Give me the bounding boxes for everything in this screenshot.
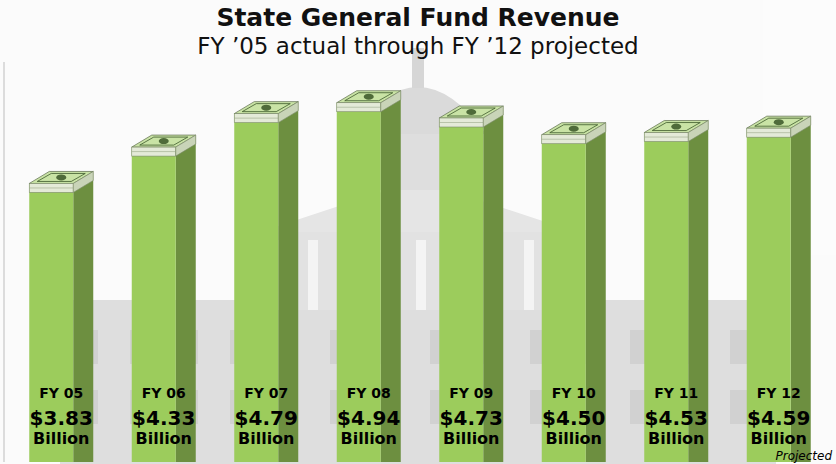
title: State General Fund Revenue [216, 3, 619, 32]
column [524, 240, 534, 310]
data-label-unit: Billion [135, 429, 192, 448]
money-stack-front [132, 147, 176, 156]
category-label: FY 10 [552, 385, 596, 401]
data-label-unit: Billion [33, 429, 90, 448]
money-stack-side [176, 135, 196, 156]
money-stack-line [542, 139, 586, 140]
money-stack-front [747, 128, 791, 137]
chart: State General Fund RevenueFY ’05 actual … [0, 0, 836, 464]
money-stack-side [688, 121, 708, 142]
money-portrait [159, 138, 169, 144]
money-stack-front [29, 183, 73, 192]
category-label: FY 11 [654, 385, 698, 401]
window [730, 390, 748, 424]
money-stack-side [791, 116, 811, 137]
data-label: $3.83Billion [30, 406, 93, 448]
window [730, 330, 748, 364]
money-stack-line [439, 122, 483, 123]
money-stack-line [337, 107, 381, 108]
data-label: $4.59Billion [747, 406, 810, 448]
money-stack-side [381, 91, 401, 112]
money-stack-side [483, 106, 503, 127]
money-stack-side [73, 171, 93, 192]
data-label-unit: Billion [648, 429, 705, 448]
category-label: FY 12 [757, 385, 801, 401]
money-portrait [56, 174, 66, 180]
bar-group [337, 91, 401, 462]
money-portrait [774, 119, 784, 125]
bar-group [542, 123, 606, 462]
data-label: $4.73Billion [440, 406, 503, 448]
labels: FY 05$3.83BillionFY 06$4.33BillionFY 07$… [30, 385, 833, 463]
bar-group [29, 171, 93, 462]
bar-group [644, 121, 708, 462]
money-stack-front [234, 114, 278, 123]
money-stack-line [132, 151, 176, 152]
bar-group [234, 102, 298, 462]
data-label-amount: $3.83 [30, 406, 93, 430]
money-stack-front [644, 133, 688, 142]
bar-group [747, 116, 811, 462]
money-stack-line [644, 137, 688, 138]
money-stack-side [586, 123, 606, 144]
money-portrait [569, 126, 579, 132]
data-label-amount: $4.33 [132, 406, 195, 430]
data-label-amount: $4.94 [337, 406, 400, 430]
money-portrait [466, 109, 476, 115]
money-stack-line [234, 118, 278, 119]
money-portrait [364, 94, 374, 100]
data-label-unit: Billion [443, 429, 500, 448]
category-label: FY 06 [142, 385, 186, 401]
category-label: FY 09 [449, 385, 493, 401]
money-stack-side [278, 102, 298, 123]
data-label-amount: $4.53 [645, 406, 708, 430]
data-label: $4.50Billion [542, 406, 605, 448]
category-label: FY 07 [244, 385, 288, 401]
bars [29, 91, 811, 462]
money-stack-line [29, 187, 73, 188]
background-building [0, 0, 836, 464]
data-label: $4.94Billion [337, 406, 400, 448]
money-portrait [261, 105, 271, 111]
data-label-unit: Billion [238, 429, 295, 448]
annotation: Projected [775, 449, 832, 463]
data-label: $4.79Billion [235, 406, 298, 448]
category-label: FY 05 [39, 385, 83, 401]
data-label-unit: Billion [545, 429, 602, 448]
data-label: $4.53Billion [645, 406, 708, 448]
data-label-unit: Billion [340, 429, 397, 448]
money-stack-line [747, 132, 791, 133]
column [416, 240, 426, 310]
money-stack-front [439, 118, 483, 127]
column [308, 240, 318, 310]
data-label-amount: $4.79 [235, 406, 298, 430]
category-label: FY 08 [347, 385, 391, 401]
value-axis-line [4, 62, 5, 462]
data-label-amount: $4.73 [440, 406, 503, 430]
bar-group [439, 106, 503, 462]
money-stack-front [542, 135, 586, 144]
bar-group [132, 135, 196, 462]
data-label-amount: $4.59 [747, 406, 810, 430]
money-portrait [671, 124, 681, 130]
data-label: $4.33Billion [132, 406, 195, 448]
building-center [250, 230, 586, 310]
subtitle: FY ’05 actual through FY ’12 projected [197, 33, 638, 59]
data-label-unit: Billion [750, 429, 807, 448]
money-stack-front [337, 103, 381, 112]
data-label-amount: $4.50 [542, 406, 605, 430]
sky [0, 0, 836, 464]
